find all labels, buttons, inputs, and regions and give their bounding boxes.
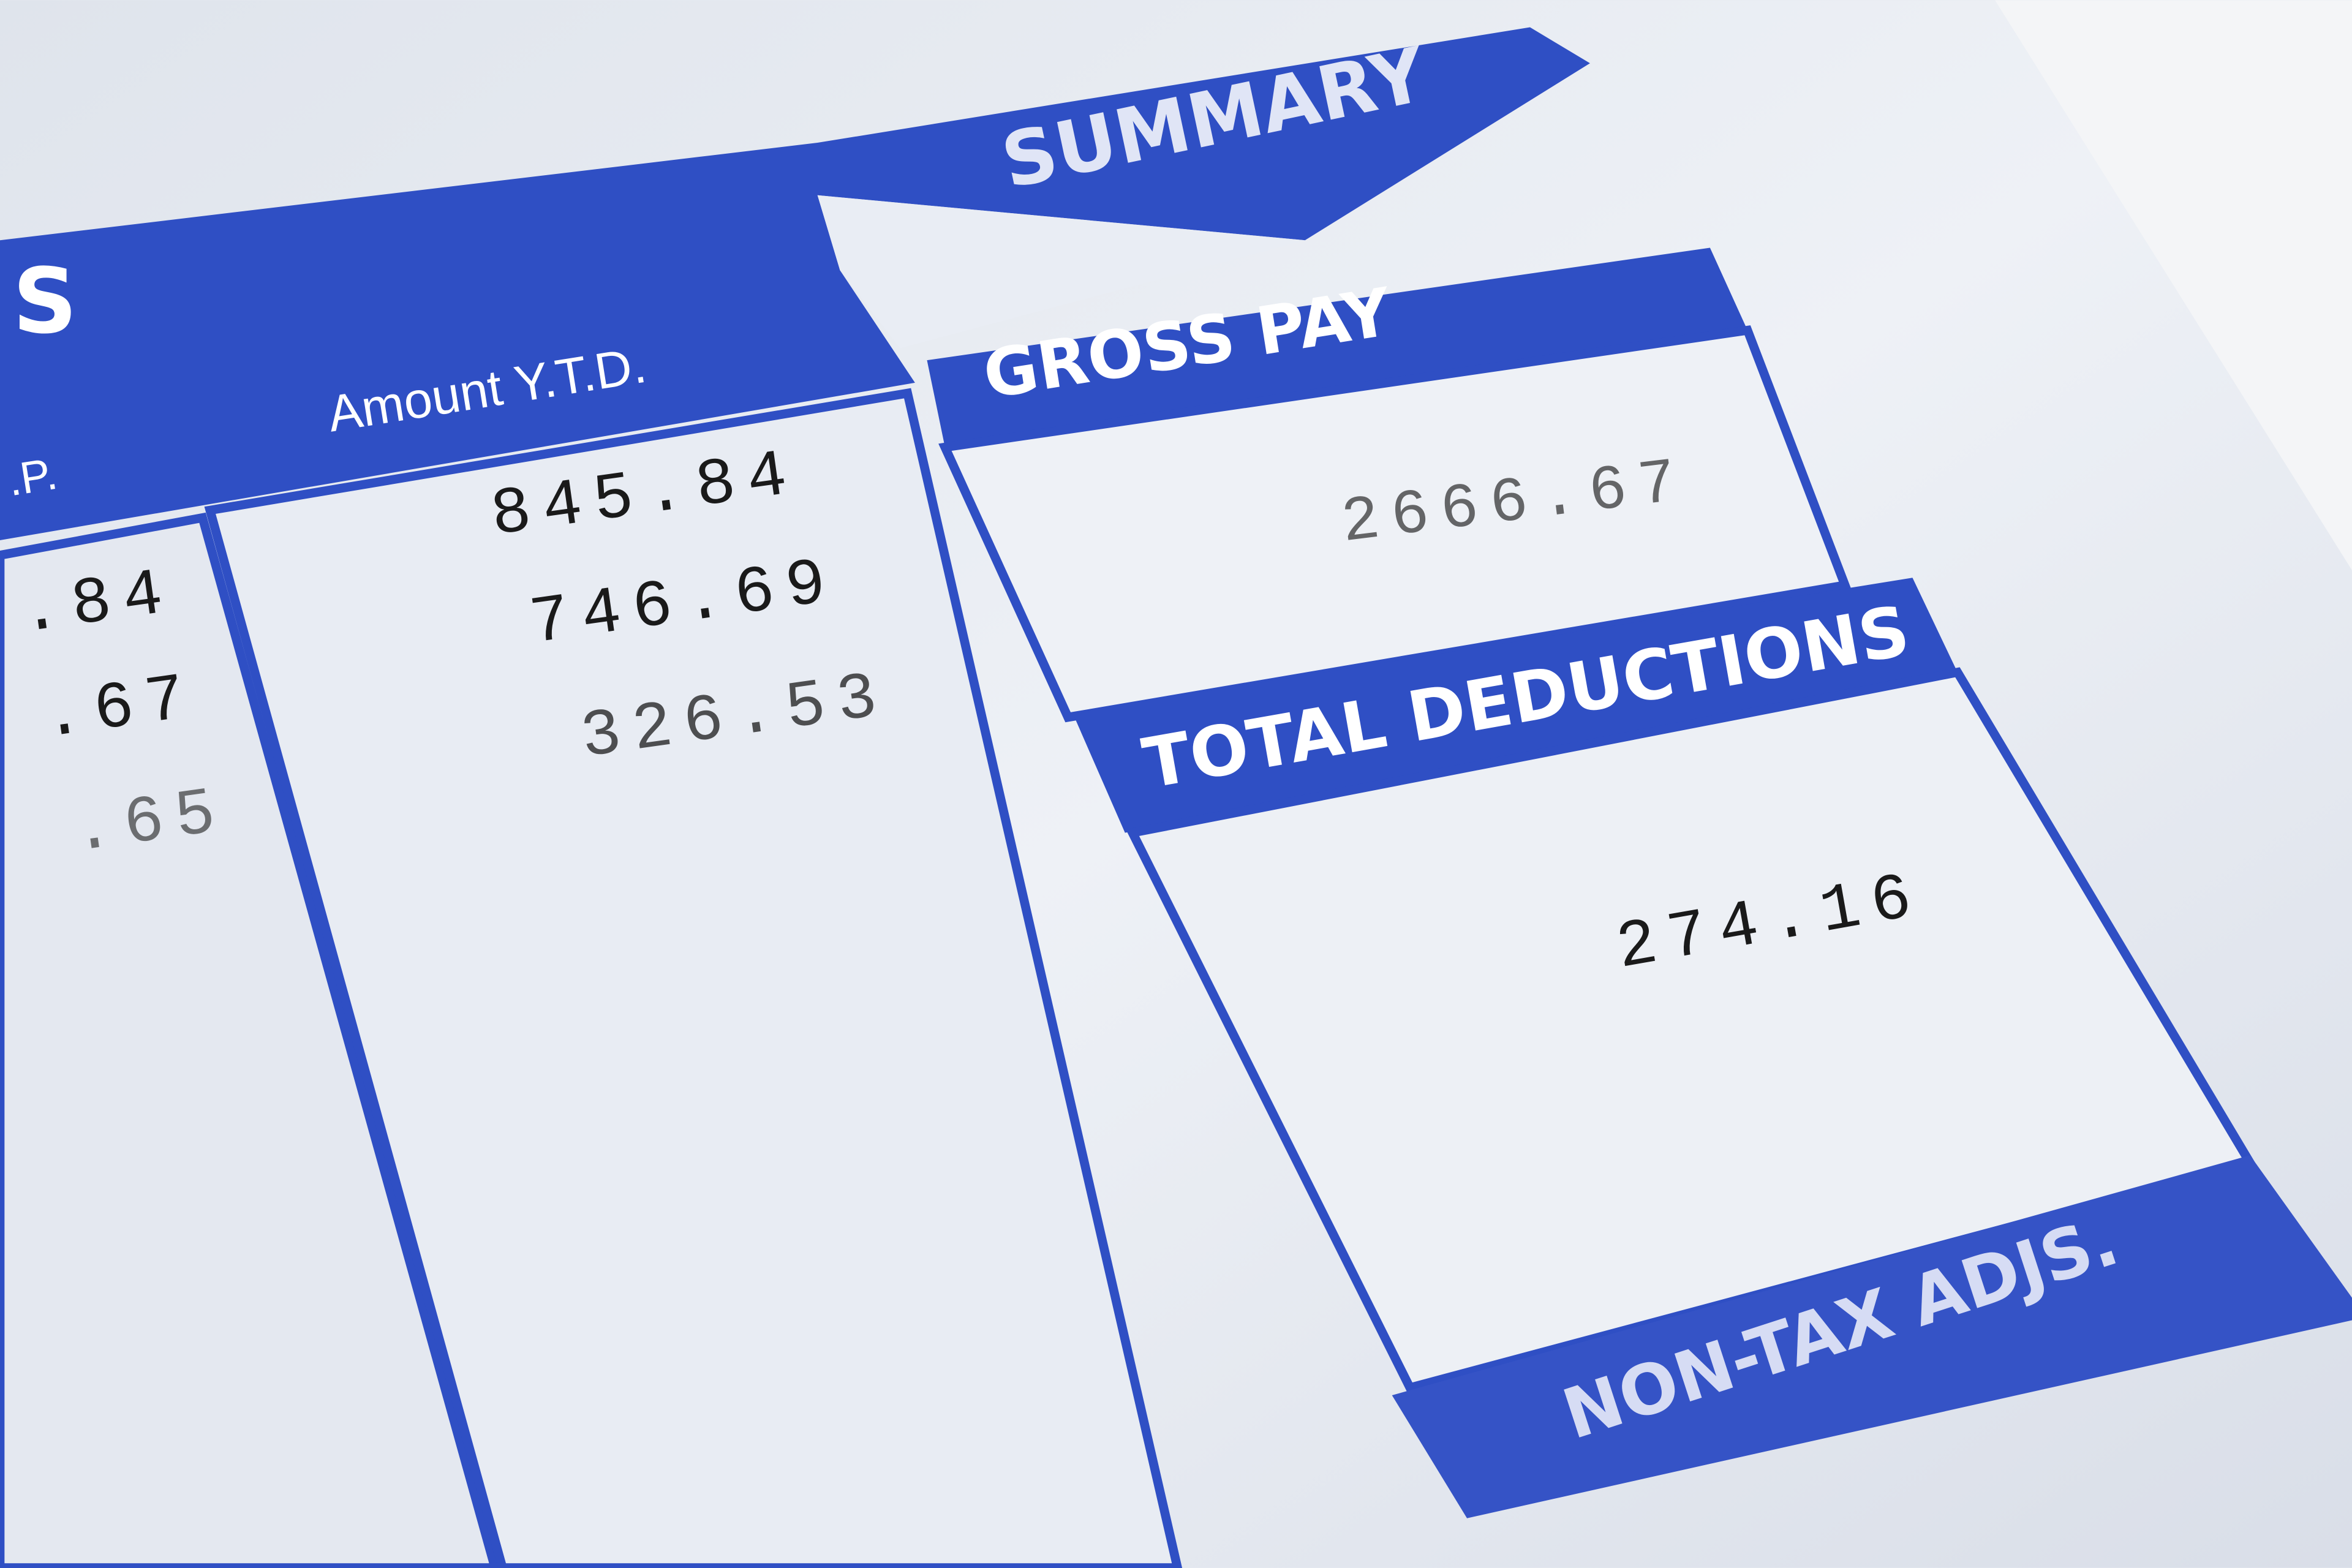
header-band	[0, 27, 1590, 541]
non-tax-band	[1392, 1155, 2352, 1518]
background-corner	[1995, 0, 2352, 571]
section-title-fragment: S	[13, 249, 78, 353]
summary-notch	[817, 195, 1305, 349]
gross-pay-band	[927, 247, 1748, 448]
gross-pay-box	[938, 325, 1852, 723]
column-header: .P.	[4, 448, 61, 506]
total-deductions-band	[1072, 578, 1958, 833]
